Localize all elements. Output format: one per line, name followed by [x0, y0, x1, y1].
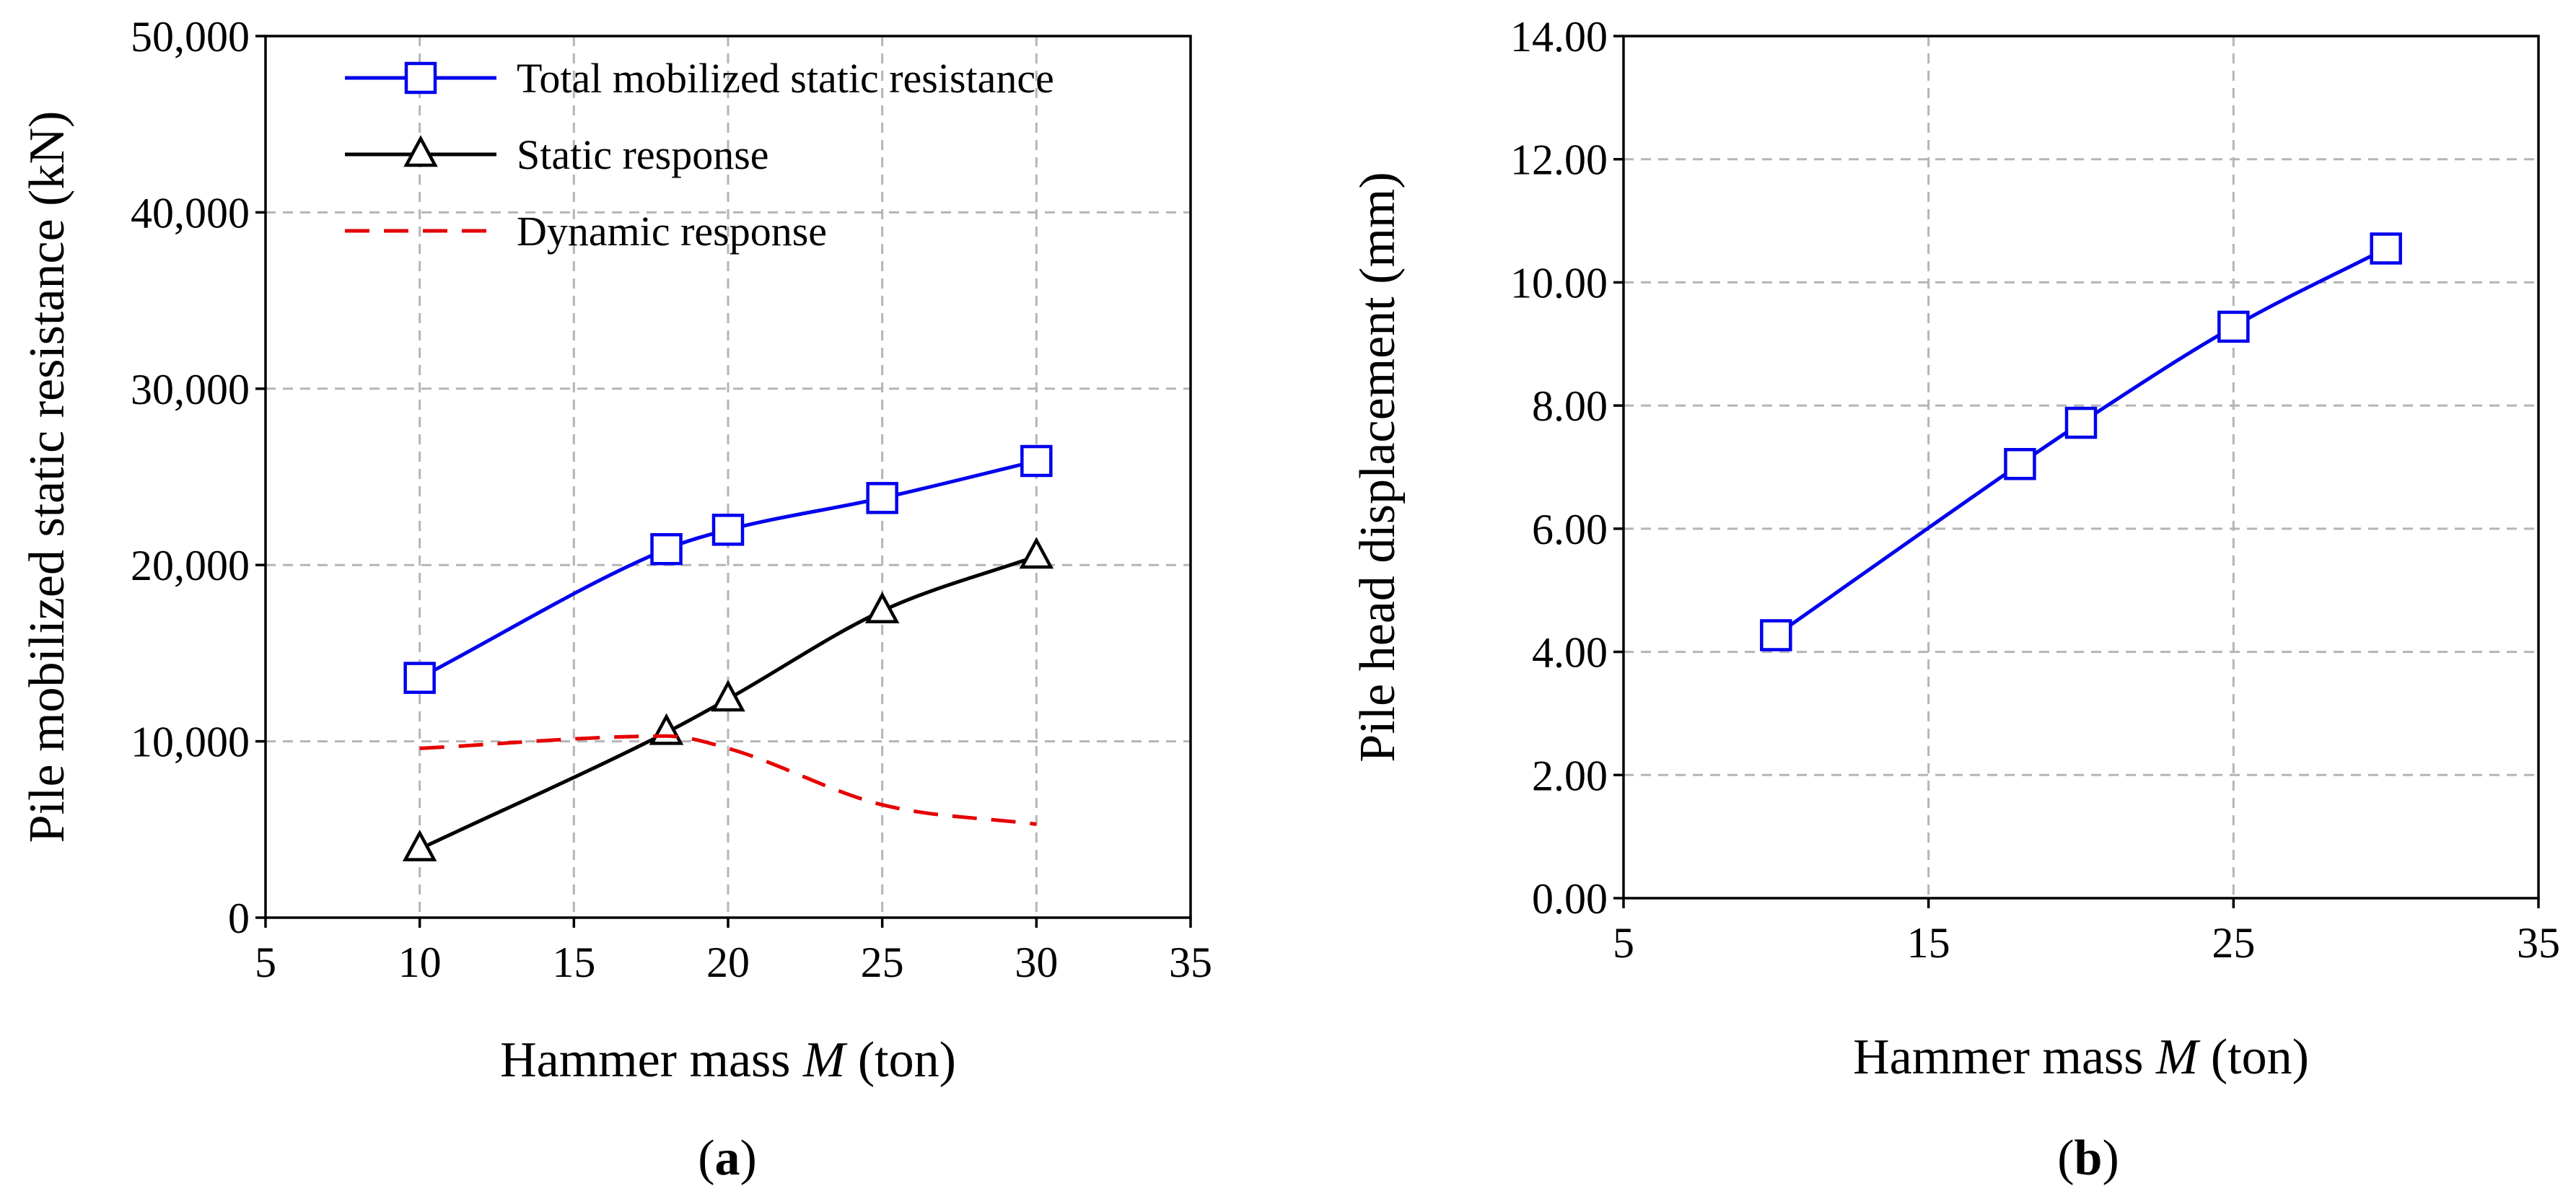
y-tick-label: 6.00 — [1532, 506, 1608, 553]
x-tick-label: 25 — [2212, 919, 2255, 967]
y-axis-title: Pile head displacement (mm) — [1350, 172, 1406, 762]
data-point-square — [1020, 444, 1053, 478]
plot-area — [1622, 35, 2540, 900]
data-point-square — [2217, 310, 2250, 343]
y-tick-label: 0 — [228, 895, 250, 942]
data-point-square — [403, 662, 436, 694]
x-tick-label: 35 — [2517, 919, 2560, 967]
y-tick-label: 8.00 — [1532, 382, 1608, 430]
data-point-square — [650, 532, 683, 566]
x-tick-label: 15 — [552, 939, 595, 986]
y-tick-label: 2.00 — [1532, 752, 1608, 799]
y-tick-label: 12.00 — [1510, 136, 1608, 184]
legend-entry: Dynamic response — [517, 208, 827, 255]
y-tick-label: 14.00 — [1510, 13, 1608, 61]
y-tick-label: 4.00 — [1532, 629, 1608, 677]
legend-entry: Total mobilized static resistance — [517, 55, 1054, 102]
x-tick-label: 5 — [255, 939, 276, 986]
legend-entry: Static response — [517, 131, 769, 178]
x-tick-label: 5 — [1613, 919, 1634, 967]
y-tick-label: 10,000 — [131, 719, 250, 766]
x-tick-label: 10 — [398, 939, 442, 986]
x-tick-label: 35 — [1169, 939, 1212, 986]
data-point-square — [2064, 406, 2098, 439]
data-point-triangle — [1019, 537, 1054, 569]
chart-panel-a: 5 10 15 20 25 30 35 0 10,000 20,000 30,000 40,000 50… — [19, 13, 1212, 1186]
x-tick-label: 25 — [861, 939, 904, 986]
data-point-square — [2004, 447, 2036, 480]
y-tick-label: 10.00 — [1510, 259, 1608, 307]
x-tick-label: 20 — [706, 939, 750, 986]
y-tick-label: 20,000 — [131, 542, 250, 589]
series-line-dynamic-response — [419, 734, 1037, 826]
data-point-triangle — [402, 829, 437, 861]
data-point-triangle — [711, 680, 745, 712]
x-axis-title: Hammer mass M (ton) — [1853, 1029, 2309, 1085]
legend-swatch-marker — [404, 61, 437, 95]
x-axis-title: Hammer mass M (ton) — [500, 1032, 956, 1088]
data-point-square — [1760, 619, 1792, 651]
data-point-triangle — [864, 592, 900, 623]
chart-panel-b: 5 15 25 35 0.00 2.00 4.00 6.00 8.00 10.00 12.00 14.… — [1350, 13, 2560, 1186]
x-tick-label: 15 — [1907, 919, 1950, 967]
data-point-square — [866, 482, 898, 514]
data-point-square — [711, 514, 745, 546]
y-tick-label: 0.00 — [1532, 875, 1608, 923]
y-axis-title: Pile mobilized static resistance (kN) — [19, 111, 75, 843]
y-tick-label: 40,000 — [131, 189, 250, 237]
data-point-triangle — [649, 713, 684, 745]
y-tick-label: 30,000 — [131, 366, 250, 413]
data-point-square — [2370, 232, 2402, 265]
legend-swatch-marker — [403, 135, 438, 167]
panel-label: (a) — [698, 1130, 757, 1186]
series-line-pile-head-displacement — [1774, 247, 2387, 637]
y-tick-label: 50,000 — [131, 13, 250, 61]
x-tick-label: 30 — [1015, 939, 1058, 986]
panel-label: (b) — [2057, 1130, 2119, 1186]
